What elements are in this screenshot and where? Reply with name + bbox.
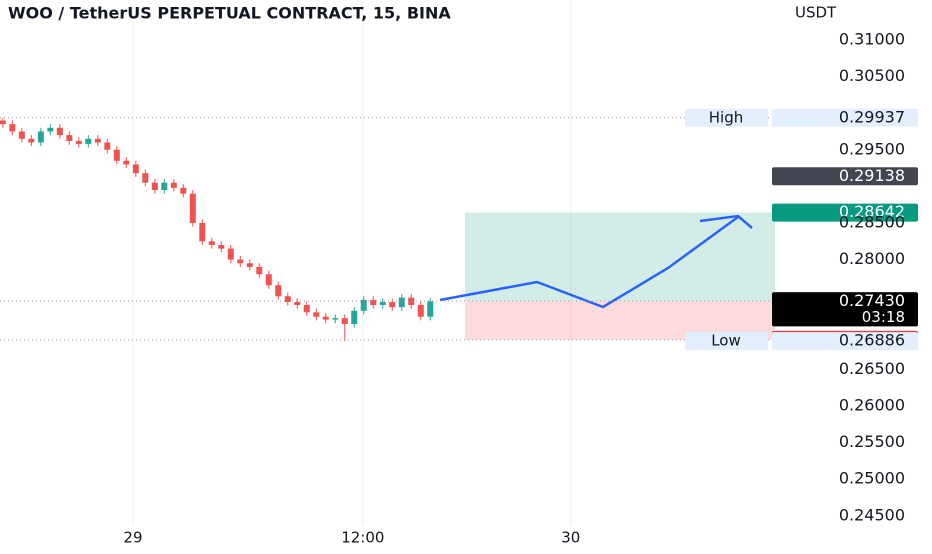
tag-box <box>685 108 768 127</box>
candle-body <box>28 138 35 143</box>
candle-body <box>408 297 415 305</box>
x-tick-label: 30 <box>561 529 580 547</box>
candle-body <box>94 138 101 143</box>
price-label: 0.29937 <box>839 107 905 126</box>
candle-body <box>47 127 54 132</box>
candle-body <box>265 274 272 286</box>
price-label: 0.27430 <box>839 291 905 310</box>
candle-body <box>37 131 44 143</box>
candle-body <box>398 297 405 308</box>
y-tick-label: 0.26500 <box>839 359 905 378</box>
x-tick-label: 29 <box>123 529 142 547</box>
chart-title: WOO / TetherUS PERPETUAL CONTRACT, 15, B… <box>8 4 451 23</box>
forecast-arrow <box>699 214 753 229</box>
y-tick-label: 0.29500 <box>839 139 905 158</box>
price-tag: High <box>709 108 743 126</box>
candle-body <box>332 318 339 320</box>
tag-box <box>685 332 768 351</box>
candle-body <box>9 124 16 132</box>
candle-body <box>218 244 225 249</box>
candle-body <box>370 299 377 305</box>
candle-body <box>170 182 177 188</box>
candle-body <box>66 135 73 141</box>
candle-body <box>199 222 206 242</box>
x-tick-label: 12:00 <box>341 529 384 547</box>
candle-body <box>284 296 291 303</box>
candle-body <box>275 285 282 297</box>
candle-body <box>18 131 25 139</box>
price-label: 0.28642 <box>839 202 905 221</box>
candle-body <box>294 302 301 305</box>
candle-body <box>256 266 263 275</box>
candle-body <box>351 310 358 325</box>
candle-body <box>237 259 244 264</box>
candle-body <box>246 263 253 267</box>
candle-body <box>142 173 149 183</box>
candle-body <box>104 142 111 150</box>
candle-body <box>227 248 234 260</box>
candle-body <box>417 304 424 317</box>
y-tick-label: 0.31000 <box>839 29 905 48</box>
price-label: 0.26886 <box>839 331 905 350</box>
candle-body <box>0 120 6 125</box>
y-tick-label: 0.25500 <box>839 432 905 451</box>
position-tool <box>465 212 775 340</box>
price-label-box <box>772 332 918 351</box>
candle-body <box>389 302 396 308</box>
price-label: 0.29138 <box>839 166 905 185</box>
y-tick-label: 0.30500 <box>839 66 905 85</box>
price-label-box <box>772 292 918 327</box>
candle-body <box>56 127 63 136</box>
countdown: 03:18 <box>862 308 905 326</box>
forecast-path <box>439 215 739 309</box>
candle-body <box>132 164 139 174</box>
candle-body <box>313 312 320 317</box>
candle-body <box>208 241 215 245</box>
candle-body <box>303 304 310 313</box>
candle-body <box>341 318 348 325</box>
candle-body <box>75 140 82 144</box>
price-axis <box>775 0 932 550</box>
axis-unit: USDT <box>795 4 837 22</box>
candle-body <box>427 301 434 317</box>
candle-body <box>360 299 367 311</box>
candle-body <box>123 160 130 165</box>
price-label-box <box>772 167 918 186</box>
candle-body <box>85 138 92 144</box>
candles <box>0 117 434 342</box>
price-label-box <box>772 108 918 127</box>
y-tick-label: 0.24500 <box>839 505 905 524</box>
candle-body <box>161 182 168 191</box>
candle-body <box>151 182 158 191</box>
price-labels: 0.29937High0.291380.286420.274340.274300… <box>0 107 918 351</box>
candle-body <box>322 316 329 320</box>
y-tick-label: 0.26000 <box>839 396 905 415</box>
price-label-box <box>772 203 918 222</box>
candle-body <box>379 302 386 305</box>
y-tick-label: 0.28500 <box>839 212 905 231</box>
y-tick-label: 0.25000 <box>839 469 905 488</box>
candle-body <box>113 149 120 161</box>
price-tag: Low <box>711 332 741 350</box>
y-tick-label: 0.28000 <box>839 249 905 268</box>
candle-body <box>180 187 187 194</box>
candle-body <box>189 193 196 223</box>
